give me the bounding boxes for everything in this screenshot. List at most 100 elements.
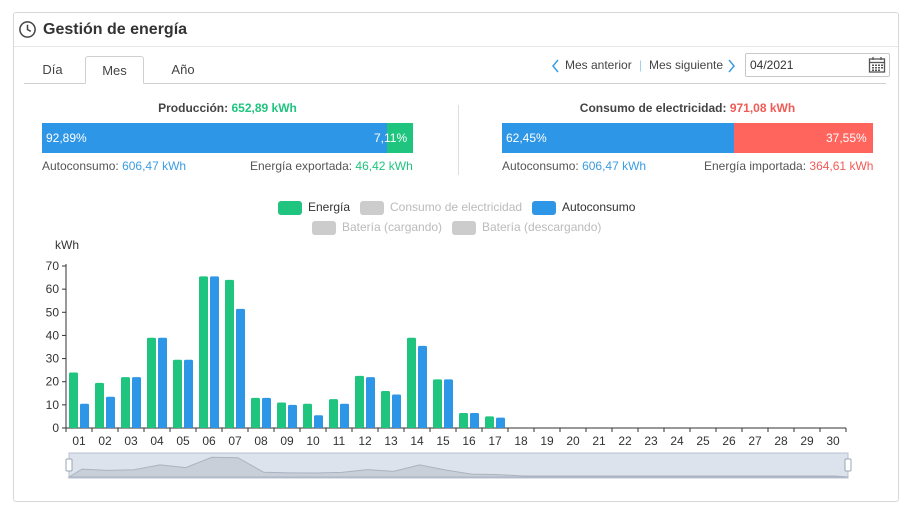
x-axis: 01 02 03 04 05 06 07 08 09 10 11 12 13 14 15 16 17 18 19 20… — [65, 427, 847, 448]
bar-self-consumption[interactable] — [314, 415, 323, 428]
legend-consumption[interactable]: Consumo de electricidad — [390, 200, 523, 214]
bar-energy[interactable] — [433, 379, 442, 428]
production-value: 652,89 kWh — [231, 101, 297, 115]
bar-self-consumption[interactable] — [184, 359, 193, 428]
bar-energy[interactable] — [459, 412, 468, 428]
x-tick-label: 18 — [514, 434, 528, 448]
legend-swatch-self-consumption[interactable] — [532, 201, 556, 215]
chevron-right-icon[interactable] — [725, 59, 737, 73]
calendar-icon[interactable] — [868, 56, 886, 74]
bar-self-consumption[interactable] — [236, 308, 245, 428]
zoom-handle-left[interactable] — [65, 458, 73, 472]
y-tick-label: 20 — [46, 375, 60, 389]
bar-energy[interactable] — [329, 399, 338, 428]
page-title: Gestión de energía — [43, 21, 188, 38]
bar-energy[interactable] — [199, 276, 208, 428]
legend-energy[interactable]: Energía — [308, 200, 351, 214]
consumption-import-value: 364,61 kWh — [809, 159, 874, 173]
x-tick-label: 27 — [748, 434, 762, 448]
bar-energy[interactable] — [121, 377, 130, 428]
bar-energy[interactable] — [147, 337, 156, 428]
bar-energy[interactable] — [407, 337, 416, 428]
production-export-label: Energía exportada: — [250, 159, 353, 173]
x-tick-label: 01 — [72, 434, 86, 448]
x-tick-label: 11 — [333, 434, 346, 448]
y-tick-label: 40 — [46, 328, 60, 342]
date-picker-input[interactable]: 04/2021 — [745, 53, 890, 77]
legend-swatch-consumption[interactable] — [360, 201, 384, 215]
legend-battery-charging[interactable]: Batería (cargando) — [342, 220, 443, 234]
bar-self-consumption[interactable] — [106, 396, 115, 428]
x-tick-label: 12 — [358, 434, 372, 448]
x-tick-label: 14 — [410, 434, 424, 448]
chart-bars — [69, 276, 505, 428]
period-tabs: Día Mes Año — [24, 56, 886, 84]
bar-self-consumption[interactable] — [444, 379, 453, 428]
bar-self-consumption[interactable] — [418, 345, 427, 428]
bar-self-consumption[interactable] — [262, 397, 271, 428]
x-tick-label: 17 — [488, 434, 502, 448]
bar-energy[interactable] — [95, 382, 104, 428]
x-tick-label: 19 — [540, 434, 554, 448]
bar-self-consumption[interactable] — [392, 394, 401, 428]
legend-swatch-battery-charging[interactable] — [312, 221, 336, 235]
consumption-self-consumption: Autoconsumo: 606,47 kWh — [502, 159, 646, 173]
bar-self-consumption[interactable] — [80, 403, 89, 428]
zoom-slider[interactable] — [65, 452, 852, 479]
production-self-pct: 92,89% — [46, 131, 87, 145]
bar-energy[interactable] — [381, 390, 390, 428]
x-tick-label: 24 — [670, 434, 684, 448]
bar-self-consumption[interactable] — [340, 403, 349, 428]
tab-month[interactable]: Mes — [85, 56, 144, 84]
bar-self-consumption[interactable] — [132, 377, 141, 428]
bar-energy[interactable] — [173, 359, 182, 428]
bar-energy[interactable] — [69, 372, 78, 428]
production-self-value: 606,47 kWh — [122, 159, 187, 173]
consumption-self-label: Autoconsumo: — [502, 159, 579, 173]
y-tick-label: 10 — [46, 398, 60, 412]
consumption-label: Consumo de electricidad: — [579, 101, 727, 115]
legend-battery-discharging[interactable]: Batería (descargando) — [482, 220, 602, 234]
bar-self-consumption[interactable] — [366, 377, 375, 428]
zoom-handle-right[interactable] — [844, 458, 852, 472]
bar-self-consumption[interactable] — [496, 417, 505, 428]
bar-energy[interactable] — [355, 375, 364, 428]
tab-year[interactable]: Año — [171, 62, 195, 77]
bar-energy[interactable] — [277, 402, 286, 428]
consumption-imported: Energía importada: 364,61 kWh — [704, 159, 873, 173]
consumption-import-label: Energía importada: — [704, 159, 807, 173]
production-label: Producción: — [158, 101, 229, 115]
bar-energy[interactable] — [251, 397, 260, 428]
x-tick-label: 02 — [98, 434, 112, 448]
bar-energy[interactable] — [303, 403, 312, 428]
chevron-left-icon[interactable] — [550, 59, 562, 73]
tab-day[interactable]: Día — [42, 62, 63, 77]
legend-self-consumption[interactable]: Autoconsumo — [562, 200, 636, 214]
bar-self-consumption[interactable] — [470, 412, 479, 428]
x-tick-label: 05 — [176, 434, 190, 448]
legend-swatch-battery-discharging[interactable] — [452, 221, 476, 235]
production-self-consumption: Autoconsumo: 606,47 kWh — [42, 159, 186, 173]
production-self-label: Autoconsumo: — [42, 159, 119, 173]
card-header: Gestión de energía — [14, 13, 898, 47]
consumption-self-bar — [502, 123, 734, 153]
y-tick-label: 50 — [46, 305, 60, 319]
x-tick-label: 21 — [592, 434, 606, 448]
legend-swatch-energy[interactable] — [278, 201, 302, 215]
x-tick-label: 29 — [800, 434, 814, 448]
consumption-import-pct: 37,55% — [826, 131, 867, 145]
x-tick-label: 20 — [566, 434, 580, 448]
production-title: Producción: 652,89 kWh — [42, 101, 413, 115]
x-tick-label: 15 — [436, 434, 450, 448]
x-tick-label: 30 — [826, 434, 840, 448]
next-month-link[interactable]: Mes siguiente — [649, 58, 724, 72]
bar-energy[interactable] — [485, 416, 494, 428]
x-tick-label: 03 — [124, 434, 138, 448]
bar-self-consumption[interactable] — [288, 404, 297, 428]
bar-self-consumption[interactable] — [158, 337, 167, 428]
x-tick-label: 23 — [644, 434, 658, 448]
previous-month-link[interactable]: Mes anterior — [565, 58, 632, 72]
bar-self-consumption[interactable] — [210, 276, 219, 428]
bar-energy[interactable] — [225, 279, 234, 428]
